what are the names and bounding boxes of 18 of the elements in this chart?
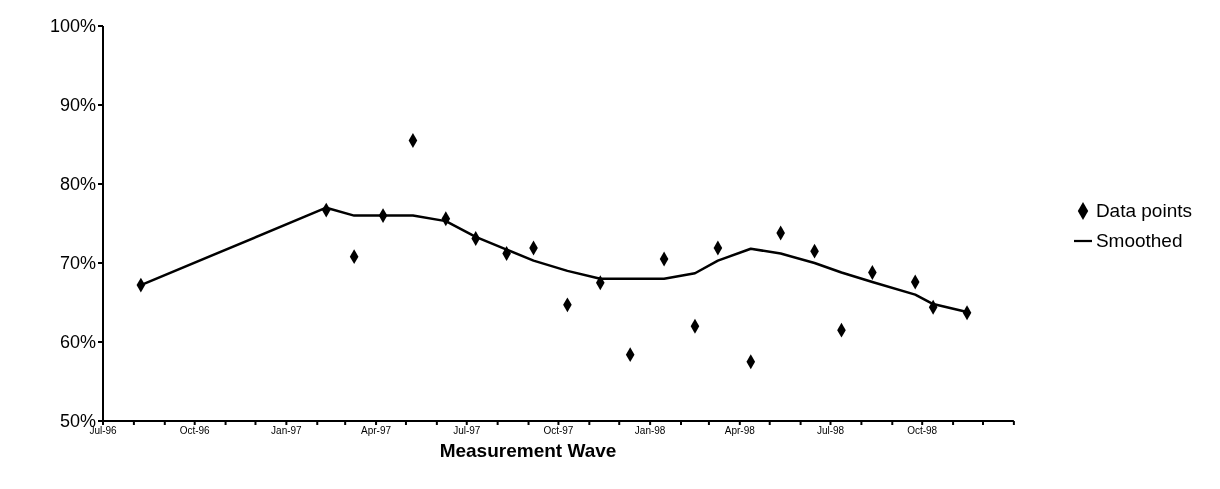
x-tick-label: Oct-96	[179, 425, 211, 437]
x-tick-label: Apr-97	[361, 425, 392, 437]
legend-label: Smoothed	[1095, 229, 1183, 251]
x-tick-label: Apr-98	[724, 425, 756, 437]
y-tick-label: 80%	[59, 174, 96, 195]
x-tick-label: Oct-98	[907, 425, 938, 437]
legend-label: Data points	[1095, 199, 1192, 221]
x-tick-label: Jul-96	[89, 425, 118, 437]
y-tick-label: 100%	[49, 16, 96, 37]
y-tick-label: 60%	[59, 332, 96, 353]
x-tick-label: Jan-98	[634, 425, 666, 437]
x-axis-title: Measurement Wave	[438, 440, 618, 462]
y-tick-label: 90%	[59, 95, 96, 116]
x-tick-label: Jul-98	[816, 425, 845, 437]
x-tick-label: Oct-97	[543, 425, 574, 437]
y-tick-label: 70%	[59, 253, 96, 274]
x-tick-label: Jul-97	[453, 425, 481, 437]
x-tick-label: Jan-97	[271, 425, 303, 437]
